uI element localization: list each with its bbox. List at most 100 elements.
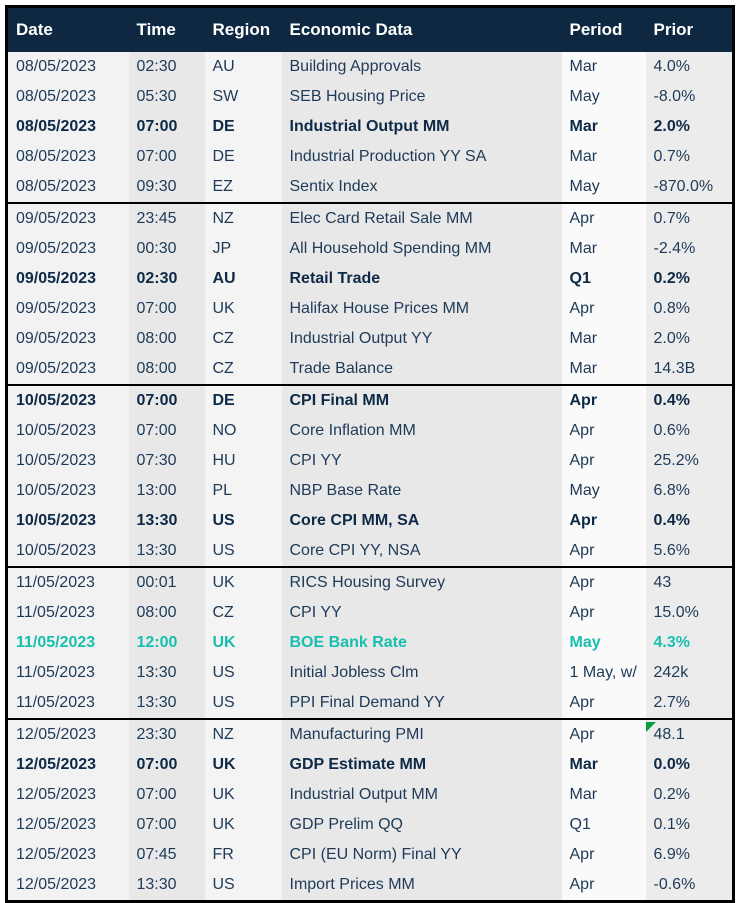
cell-region: CZ <box>204 598 282 628</box>
cell-region: UK <box>204 810 282 840</box>
cell-prior: 43 <box>645 566 734 598</box>
cell-prior: 4.0% <box>645 52 734 82</box>
cell-event: Manufacturing PMI <box>281 718 562 750</box>
cell-prior: -2.4% <box>645 234 734 264</box>
cell-date: 12/05/2023 <box>6 870 129 902</box>
table-row: 09/05/2023 07:00 UK Halifax House Prices MM… <box>6 294 734 324</box>
cell-period: Apr <box>561 506 646 536</box>
cell-prior: 0.7% <box>645 202 734 234</box>
cell-date: 12/05/2023 <box>6 810 129 840</box>
column-header-period: Period <box>561 6 646 52</box>
cell-time: 09:30 <box>128 172 205 203</box>
cell-date: 10/05/2023 <box>6 446 129 476</box>
column-header-date: Date <box>6 6 129 52</box>
cell-date: 11/05/2023 <box>6 658 129 688</box>
cell-date: 10/05/2023 <box>6 506 129 536</box>
cell-event: Industrial Output MM <box>281 780 562 810</box>
column-header-region: Region <box>204 6 282 52</box>
cell-event: CPI YY <box>281 446 562 476</box>
cell-time: 07:00 <box>128 810 205 840</box>
cell-event: Industrial Output MM <box>281 112 562 142</box>
cell-region: NZ <box>204 202 282 234</box>
cell-event: Halifax House Prices MM <box>281 294 562 324</box>
table-row: 09/05/2023 00:30 JP All Household Spending … <box>6 234 734 264</box>
cell-prior: 242k <box>645 658 734 688</box>
cell-event: GDP Estimate MM <box>281 750 562 780</box>
table-row: 12/05/2023 07:00 UK GDP Prelim QQ Q1 0.1% <box>6 810 734 840</box>
cell-time: 02:30 <box>128 264 205 294</box>
cell-event: All Household Spending MM <box>281 234 562 264</box>
cell-period: Mar <box>561 52 646 82</box>
cell-date: 11/05/2023 <box>6 598 129 628</box>
cell-prior: 0.2% <box>645 780 734 810</box>
table-row: 09/05/2023 08:00 CZ Industrial Output YY Mar… <box>6 324 734 354</box>
cell-period: May <box>561 476 646 506</box>
cell-period: Apr <box>561 840 646 870</box>
cell-prior: 6.8% <box>645 476 734 506</box>
header-row: Date Time Region Economic Data Period Pr… <box>6 6 734 52</box>
cell-event: NBP Base Rate <box>281 476 562 506</box>
cell-event: Sentix Index <box>281 172 562 203</box>
cell-prior: 25.2% <box>645 446 734 476</box>
cell-time: 07:00 <box>128 416 205 446</box>
cell-region: UK <box>204 628 282 658</box>
cell-region: SW <box>204 82 282 112</box>
cell-event: Elec Card Retail Sale MM <box>281 202 562 234</box>
cell-event: PPI Final Demand YY <box>281 688 562 719</box>
column-header-time: Time <box>128 6 205 52</box>
table-row: 11/05/2023 00:01 UK RICS Housing Survey Apr 4… <box>6 566 734 598</box>
cell-period: Apr <box>561 536 646 567</box>
table-row: 12/05/2023 13:30 US Import Prices MM Apr -0.6… <box>6 870 734 902</box>
cell-date: 09/05/2023 <box>6 264 129 294</box>
table-row: 10/05/2023 13:30 US Core CPI MM, SA Apr 0.4% <box>6 506 734 536</box>
cell-period: Apr <box>561 870 646 902</box>
cell-time: 08:00 <box>128 324 205 354</box>
cell-prior: 0.6% <box>645 416 734 446</box>
cell-time: 07:00 <box>128 750 205 780</box>
cell-time: 07:45 <box>128 840 205 870</box>
table-row: 11/05/2023 13:30 US Initial Jobless Clm 1 Ma… <box>6 658 734 688</box>
cell-prior: 0.1% <box>645 810 734 840</box>
cell-period: Apr <box>561 718 646 750</box>
table-row: 11/05/2023 08:00 CZ CPI YY Apr 15.0% <box>6 598 734 628</box>
cell-period: Apr <box>561 446 646 476</box>
cell-region: JP <box>204 234 282 264</box>
column-header-economic-data: Economic Data <box>281 6 562 52</box>
cell-period: Mar <box>561 234 646 264</box>
cell-prior: 0.4% <box>645 506 734 536</box>
cell-period: Mar <box>561 780 646 810</box>
table-row: 08/05/2023 02:30 AU Building Approvals Mar 4.… <box>6 52 734 82</box>
cell-date: 08/05/2023 <box>6 142 129 172</box>
cell-prior: 15.0% <box>645 598 734 628</box>
cell-period: Mar <box>561 750 646 780</box>
cell-region: DE <box>204 384 282 416</box>
cell-time: 13:00 <box>128 476 205 506</box>
cell-region: CZ <box>204 324 282 354</box>
cell-region: NO <box>204 416 282 446</box>
economic-calendar-table: Date Time Region Economic Data Period Pr… <box>5 5 735 903</box>
cell-region: US <box>204 506 282 536</box>
cell-period: Mar <box>561 324 646 354</box>
cell-region: DE <box>204 142 282 172</box>
cell-region: NZ <box>204 718 282 750</box>
cell-prior: 4.3% <box>645 628 734 658</box>
cell-date: 09/05/2023 <box>6 294 129 324</box>
cell-period: Mar <box>561 354 646 385</box>
cell-date: 10/05/2023 <box>6 536 129 567</box>
cell-prior: 0.2% <box>645 264 734 294</box>
cell-time: 13:30 <box>128 658 205 688</box>
cell-period: May <box>561 82 646 112</box>
cell-time: 07:00 <box>128 780 205 810</box>
table-header: Date Time Region Economic Data Period Pr… <box>6 6 734 52</box>
cell-region: US <box>204 688 282 719</box>
table-row: 12/05/2023 07:45 FR CPI (EU Norm) Final YY A… <box>6 840 734 870</box>
cell-time: 13:30 <box>128 536 205 567</box>
cell-prior: 6.9% <box>645 840 734 870</box>
cell-prior: -870.0% <box>645 172 734 203</box>
table-row: 12/05/2023 23:30 NZ Manufacturing PMI Apr 48.… <box>6 718 734 750</box>
cell-region: HU <box>204 446 282 476</box>
cell-event: Retail Trade <box>281 264 562 294</box>
cell-time: 13:30 <box>128 688 205 719</box>
cell-date: 12/05/2023 <box>6 750 129 780</box>
cell-region: UK <box>204 566 282 598</box>
